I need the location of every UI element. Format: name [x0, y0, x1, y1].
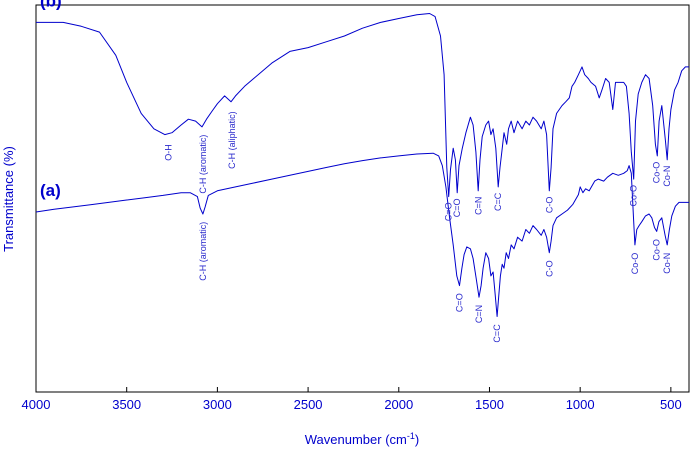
peak-annotation: C-H (aromatic) — [198, 135, 208, 194]
series-line — [36, 13, 689, 198]
x-axis-ticks: 4000 3500 3000 2500 2000 1500 1000 500 — [22, 387, 682, 412]
peak-annotation: C-H (aliphatic) — [227, 111, 237, 169]
x-axis-label-end: ) — [415, 432, 419, 447]
peak-annotation: O-H — [163, 144, 173, 161]
peak-annotation: C=C — [492, 324, 502, 343]
y-axis-label: Transmittance (%) — [1, 146, 16, 252]
x-tick-label: 3000 — [203, 397, 232, 412]
peak-annotation: C-H (aromatic) — [198, 222, 208, 281]
peak-annotation: C-O — [544, 260, 554, 277]
peak-annotations: O-H C-H (aromatic) C-H (aliphatic)C=OC=O C=… — [163, 111, 672, 342]
peak-annotation: C=C — [493, 192, 503, 211]
peak-annotation: Co-O — [652, 239, 662, 261]
x-tick-label: 2500 — [294, 397, 323, 412]
peak-annotation: Co-O — [652, 162, 662, 184]
peak-annotation: Co-N — [662, 166, 672, 187]
peak-annotation: C=O — [452, 199, 462, 218]
peak-annotation: C=N — [474, 305, 484, 323]
peak-annotation: Co-N — [662, 253, 672, 274]
series-label: (b) — [40, 0, 62, 10]
x-axis-label-sup: -1 — [407, 431, 415, 441]
series-label: (a) — [40, 181, 61, 200]
plot-frame — [35, 4, 690, 393]
series-labels: (b) (a) — [40, 0, 62, 200]
peak-annotation: C=O — [444, 202, 454, 221]
peak-annotation: C-O — [544, 197, 554, 214]
peak-annotation: C=N — [474, 197, 484, 215]
x-tick-label: 1000 — [566, 397, 595, 412]
peak-annotation: Co-O — [630, 253, 640, 275]
series-lines — [35, 13, 689, 317]
peak-annotation: C=O — [455, 293, 465, 312]
x-tick-label: 4000 — [22, 397, 51, 412]
x-tick-label: 1500 — [475, 397, 504, 412]
x-tick-label: 2000 — [384, 397, 413, 412]
x-axis-label: Wavenumber (cm-1) — [305, 431, 419, 447]
peak-annotation: Co-O — [629, 185, 639, 207]
series-line — [35, 152, 689, 317]
x-tick-label: 3500 — [112, 397, 141, 412]
x-tick-label: 500 — [660, 397, 682, 412]
